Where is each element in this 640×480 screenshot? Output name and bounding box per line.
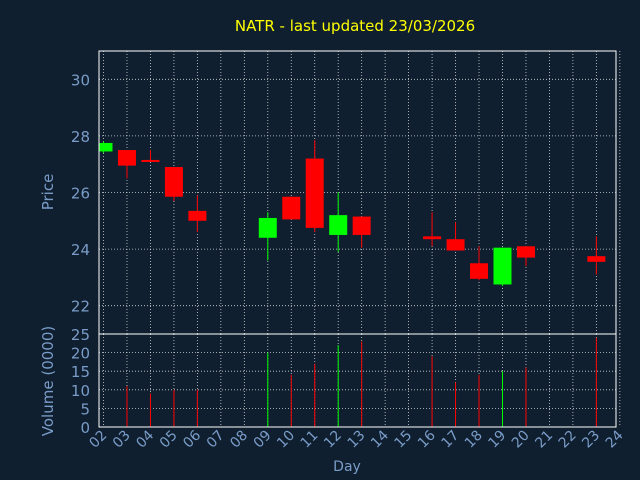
candle-body	[329, 215, 348, 235]
volume-tick-label: 20	[71, 345, 90, 363]
price-tick-label: 26	[71, 185, 90, 203]
candle-body	[258, 217, 277, 238]
candle-body	[446, 239, 465, 251]
candle-body	[516, 246, 535, 258]
price-tick-label: 28	[71, 128, 90, 146]
volume-tick-label: 15	[71, 363, 90, 381]
candle-body	[282, 196, 301, 220]
candle-body	[305, 158, 324, 228]
price-tick-label: 24	[71, 241, 90, 259]
candle-body	[352, 216, 371, 235]
x-tick-labels: 02 03 04 05 06 07 08 09 10 11 12 13 14 15 16 17 18 19 20 21…	[86, 427, 626, 451]
candle-body	[470, 263, 489, 279]
volume-axis-label: Volume (0000)	[39, 326, 57, 436]
volume-tick-label: 25	[71, 326, 90, 344]
volume-bars	[126, 337, 597, 427]
candle-body	[423, 236, 442, 240]
candle-body	[188, 210, 207, 221]
candles	[99, 140, 606, 286]
volume-tick-label: 0	[80, 419, 90, 437]
candle-body	[493, 247, 512, 285]
volume-grid	[99, 334, 621, 427]
candle-body	[141, 159, 160, 162]
volume-tick-label: 10	[71, 382, 90, 400]
volume-panel-frame	[98, 333, 617, 428]
price-tick-label: 30	[71, 71, 90, 89]
price-tick-labels: 22 24 26 28 30	[71, 71, 90, 315]
price-tick-label: 22	[71, 298, 90, 316]
candle-body	[117, 150, 136, 166]
candle-body	[587, 256, 606, 262]
y-axis-label: Price	[39, 174, 57, 211]
x-axis-label: Day	[333, 459, 361, 475]
candle-body	[164, 167, 183, 197]
candle-body	[99, 142, 113, 152]
volume-tick-label: 5	[80, 400, 90, 418]
chart-title: NATR - last updated 23/03/2026	[235, 17, 475, 35]
